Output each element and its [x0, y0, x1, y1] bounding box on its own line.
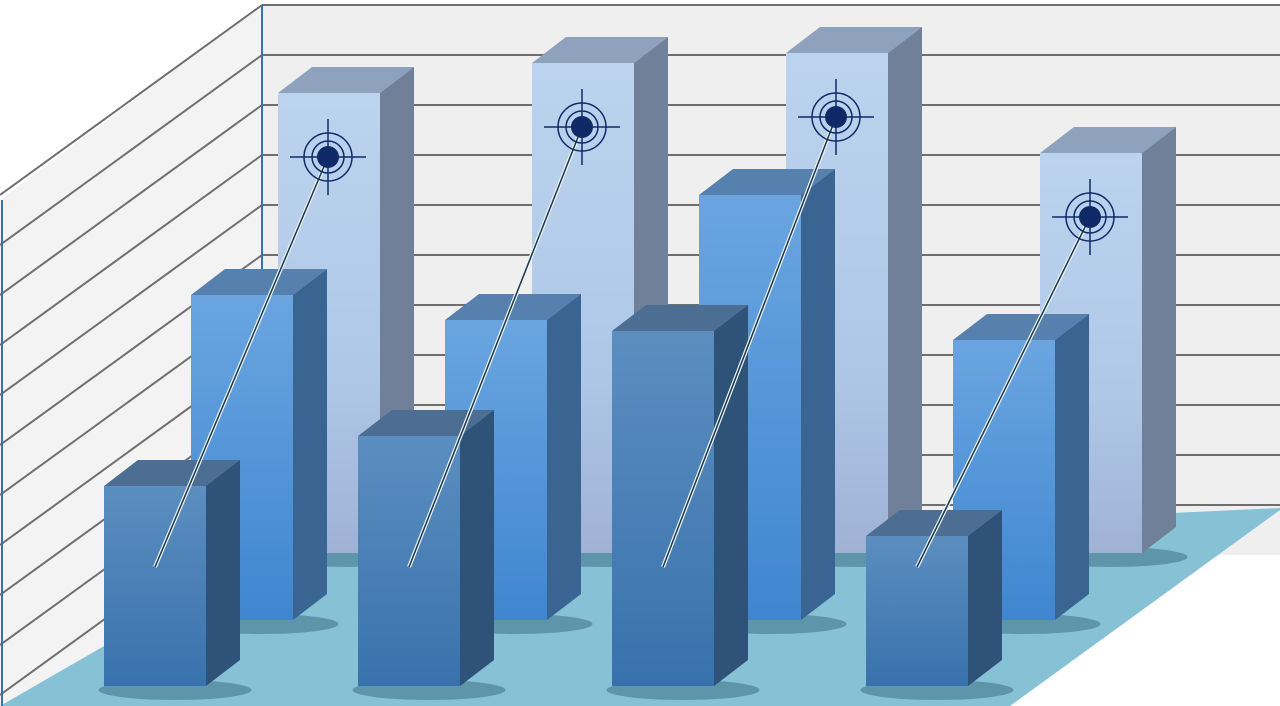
- pointer-line: [154, 156, 329, 568]
- bar-side-face: [968, 510, 1002, 686]
- bar-top-face: [866, 510, 1002, 536]
- bar-side-face: [888, 27, 922, 553]
- side-gridline: [0, 4, 263, 196]
- bar-side-face: [714, 305, 748, 686]
- bar-top-face: [786, 27, 922, 53]
- bar-front-face: [866, 536, 968, 686]
- bar: [606, 305, 760, 700]
- bar: [98, 460, 252, 700]
- bar-top-face: [953, 314, 1089, 340]
- target-markers: [153, 79, 1128, 568]
- bar-top-face: [532, 37, 668, 63]
- pointer-line: [662, 116, 837, 568]
- bar-side-face: [460, 410, 494, 686]
- pointer-line: [408, 126, 583, 568]
- side-gridline: [0, 104, 263, 296]
- bar-side-face: [801, 169, 835, 620]
- side-gridline: [0, 204, 263, 396]
- bars: [98, 27, 1188, 700]
- bar-top-face: [612, 305, 748, 331]
- bar-side-face: [547, 294, 581, 620]
- bar-front-face: [612, 331, 714, 686]
- bar-top-face: [278, 67, 414, 93]
- side-gridline: [0, 54, 263, 246]
- bar: [352, 410, 506, 700]
- bar-side-face: [293, 269, 327, 620]
- pointer-line: [916, 216, 1091, 568]
- bar-side-face: [1142, 127, 1176, 553]
- bar: [860, 510, 1014, 700]
- bar-top-face: [358, 410, 494, 436]
- bar-top-face: [699, 169, 835, 195]
- bar-side-face: [206, 460, 240, 686]
- bar-top-face: [191, 269, 327, 295]
- side-gridline: [0, 154, 263, 346]
- bar-side-face: [1055, 314, 1089, 620]
- bar-front-face: [104, 486, 206, 686]
- bar-top-face: [104, 460, 240, 486]
- bar-top-face: [1040, 127, 1176, 153]
